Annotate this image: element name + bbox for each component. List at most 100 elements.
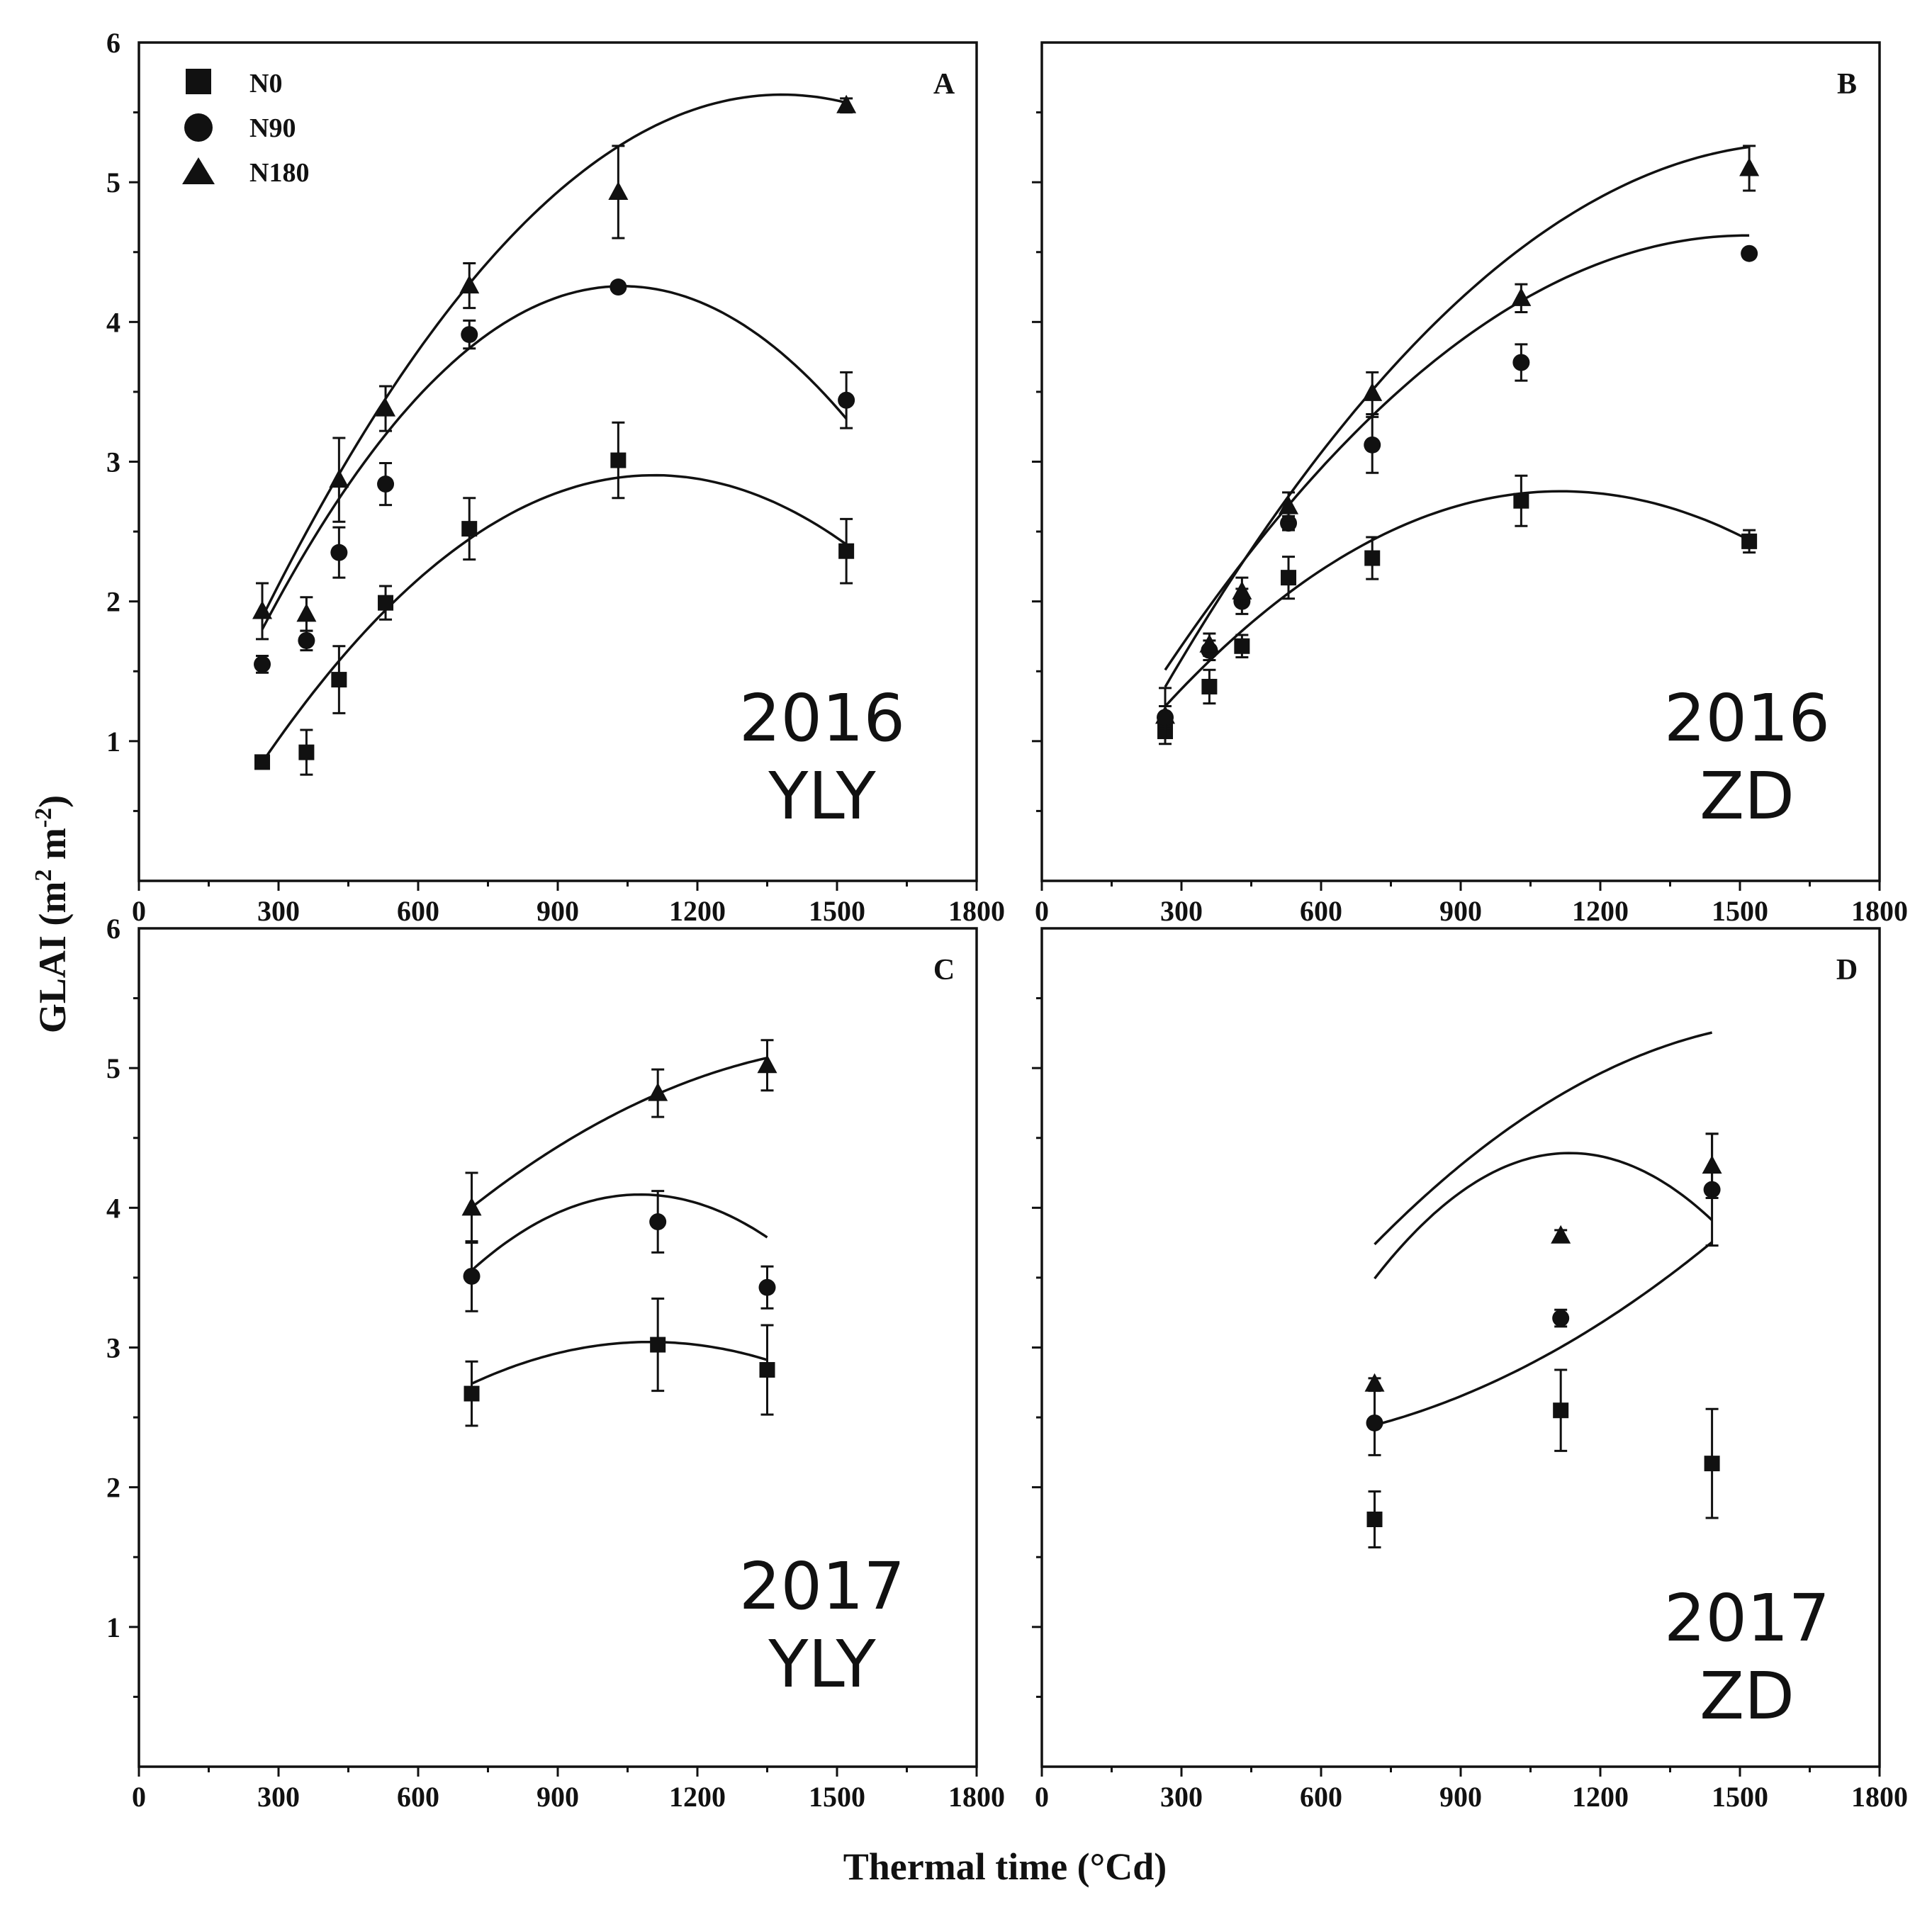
panel-b: B 2016 ZD 0 300 600 900 1200 1500 1800 [1032, 41, 1908, 927]
panel-a-x-tick-label-0: 0 [132, 895, 146, 927]
panel-c-point-n90-1 [463, 1267, 481, 1285]
panel-a-point-n90-7 [838, 391, 855, 409]
panel-c-letter: C [933, 954, 955, 986]
legend-marker-n0 [186, 69, 211, 94]
panel-a-point-n90-3 [330, 544, 348, 561]
panel-d-point-n0-2 [1553, 1402, 1569, 1419]
panel-d-x-tick-label-1500: 1500 [1712, 1781, 1768, 1813]
panel-d-letter: D [1836, 954, 1858, 986]
panel-c: C 2017 YLY 0 300 600 900 1200 1500 1800 1 2 3 4 5 6 [106, 913, 1005, 1813]
panel-c-point-n180-2 [648, 1082, 668, 1101]
panel-b-point-n0-4 [1281, 570, 1297, 586]
panel-d-annotation-cultivar: ZD [1700, 1658, 1795, 1734]
panel-d-point-n180-1 [1364, 1373, 1385, 1392]
panel-b-point-n180-6 [1511, 287, 1532, 306]
panel-b-point-n90-5 [1364, 436, 1381, 454]
panel-a-fit-curve-n0 [261, 473, 848, 763]
panel-a-x-tick-label-1800: 1800 [948, 895, 1005, 927]
panel-b-x-tick-label-1200: 1200 [1572, 895, 1629, 927]
panel-c-point-n0-1 [464, 1385, 480, 1402]
panel-c-y-tick-label-5: 5 [106, 1052, 120, 1084]
panel-c-y-tick-label-4: 4 [106, 1192, 120, 1224]
panel-a-x-tick-label-300: 300 [257, 895, 300, 927]
panel-a-y-tick-label-6: 6 [106, 27, 120, 59]
panel-a-point-n180-5 [459, 275, 480, 294]
panel-a-x-tick-label-900: 900 [537, 895, 579, 927]
panel-b-point-n180-5 [1362, 382, 1383, 401]
panel-b-x-tick-label-1500: 1500 [1712, 895, 1768, 927]
panel-c-x-tick-label-1800: 1800 [948, 1781, 1005, 1813]
panel-a-point-n0-3 [331, 672, 347, 688]
panel-d-x-tick-label-1200: 1200 [1572, 1781, 1629, 1813]
panel-a-point-n180-4 [376, 398, 396, 417]
panel-b-point-n180-4 [1279, 495, 1299, 514]
panel-c-fit-curve-n180 [471, 1057, 768, 1209]
panel-d-x-tick-label-600: 600 [1300, 1781, 1342, 1813]
panel-c-point-n0-3 [759, 1362, 775, 1378]
panel-a: A 2016 YLY 0 300 600 900 1200 1500 1800 1 2 3 4 5 6 [106, 27, 1005, 927]
panel-a-point-n0-6 [610, 452, 627, 468]
panel-b-fit-curve-n180 [1164, 145, 1750, 688]
panel-d-fit-curve-n90 [1374, 1241, 1713, 1427]
panel-a-point-n180-2 [296, 603, 317, 622]
panel-a-point-n0-2 [298, 744, 315, 760]
panel-a-annotation-cultivar: YLY [768, 758, 876, 834]
panel-d-x-tick-label-300: 300 [1160, 1781, 1203, 1813]
panel-b-point-n180-7 [1739, 157, 1760, 176]
panel-d-fit-curve-n0 [1374, 1152, 1713, 1280]
panel-d-x-tick-label-0: 0 [1035, 1781, 1049, 1813]
panel-b-x-tick-label-900: 900 [1439, 895, 1482, 927]
panel-a-point-n0-1 [254, 754, 271, 770]
panel-a-y-tick-label-3: 3 [106, 446, 120, 478]
panel-c-point-n180-3 [757, 1054, 777, 1074]
panel-d-point-n90-1 [1366, 1414, 1383, 1431]
legend-label-n0: N0 [249, 69, 282, 99]
panel-a-y-tick-label-4: 4 [106, 306, 120, 338]
panel-c-x-tick-label-1500: 1500 [809, 1781, 865, 1813]
panel-c-point-n0-2 [650, 1337, 666, 1353]
panel-c-y-tick-label-6: 6 [106, 913, 120, 945]
panel-d-point-n0-1 [1366, 1512, 1383, 1528]
panel-a-point-n90-1 [254, 656, 271, 673]
panel-a-point-n90-5 [461, 326, 478, 344]
panel-a-point-n90-2 [298, 631, 315, 649]
panel-b-fit-curve-n0 [1164, 490, 1750, 707]
legend-label-n90: N90 [249, 113, 296, 143]
panel-a-y-tick-label-5: 5 [106, 167, 120, 198]
panel-d-x-tick-label-1800: 1800 [1851, 1781, 1908, 1813]
panel-a-fit-curve-n90 [261, 285, 848, 630]
panel-c-x-tick-label-900: 900 [537, 1781, 579, 1813]
panel-a-x-tick-label-600: 600 [397, 895, 439, 927]
panel-c-plot: 0 300 600 900 1200 1500 1800 1 2 3 4 5 6 [106, 913, 1005, 1813]
panel-b-x-tick-label-1800: 1800 [1851, 895, 1908, 927]
panel-d-point-n90-2 [1552, 1310, 1570, 1327]
panel-a-point-n0-4 [378, 595, 394, 611]
panel-a-point-n180-3 [329, 469, 349, 488]
panel-c-annotation-cultivar: YLY [768, 1626, 876, 1702]
panel-b-letter: B [1837, 68, 1857, 101]
panel-b-annotation-cultivar: ZD [1700, 758, 1795, 834]
panel-b-annotation-year: 2016 [1664, 680, 1830, 756]
panel-b-point-n0-7 [1741, 533, 1758, 549]
panel-a-point-n0-5 [461, 521, 478, 537]
panel-b-point-n0-3 [1234, 638, 1250, 654]
legend-label-n180: N180 [249, 158, 309, 188]
panel-d-point-n180-2 [1551, 1225, 1571, 1244]
panel-c-y-tick-label-1: 1 [106, 1611, 120, 1643]
panel-b-x-tick-label-0: 0 [1035, 895, 1049, 927]
panel-a-point-n90-4 [377, 476, 395, 493]
panel-c-fit-curve-n0 [471, 1340, 768, 1385]
panel-b-point-n0-5 [1364, 550, 1381, 566]
panel-c-point-n180-1 [461, 1197, 482, 1216]
panel-c-x-tick-label-1200: 1200 [669, 1781, 726, 1813]
panel-c-point-n90-3 [758, 1278, 776, 1296]
panel-d-fit-curve-n180 [1374, 1031, 1713, 1246]
panel-b-point-n90-4 [1280, 514, 1298, 532]
panel-b-point-n90-6 [1512, 354, 1530, 371]
panel-a-annotation-year: 2016 [739, 680, 905, 756]
panel-c-y-tick-label-2: 2 [106, 1472, 120, 1504]
panel-a-plot: 0 300 600 900 1200 1500 1800 1 2 3 4 5 6 [106, 27, 1005, 927]
panel-a-point-n180-6 [608, 181, 629, 200]
panel-c-fit-curve-n90 [471, 1193, 768, 1271]
panel-a-x-tick-label-1500: 1500 [809, 895, 865, 927]
